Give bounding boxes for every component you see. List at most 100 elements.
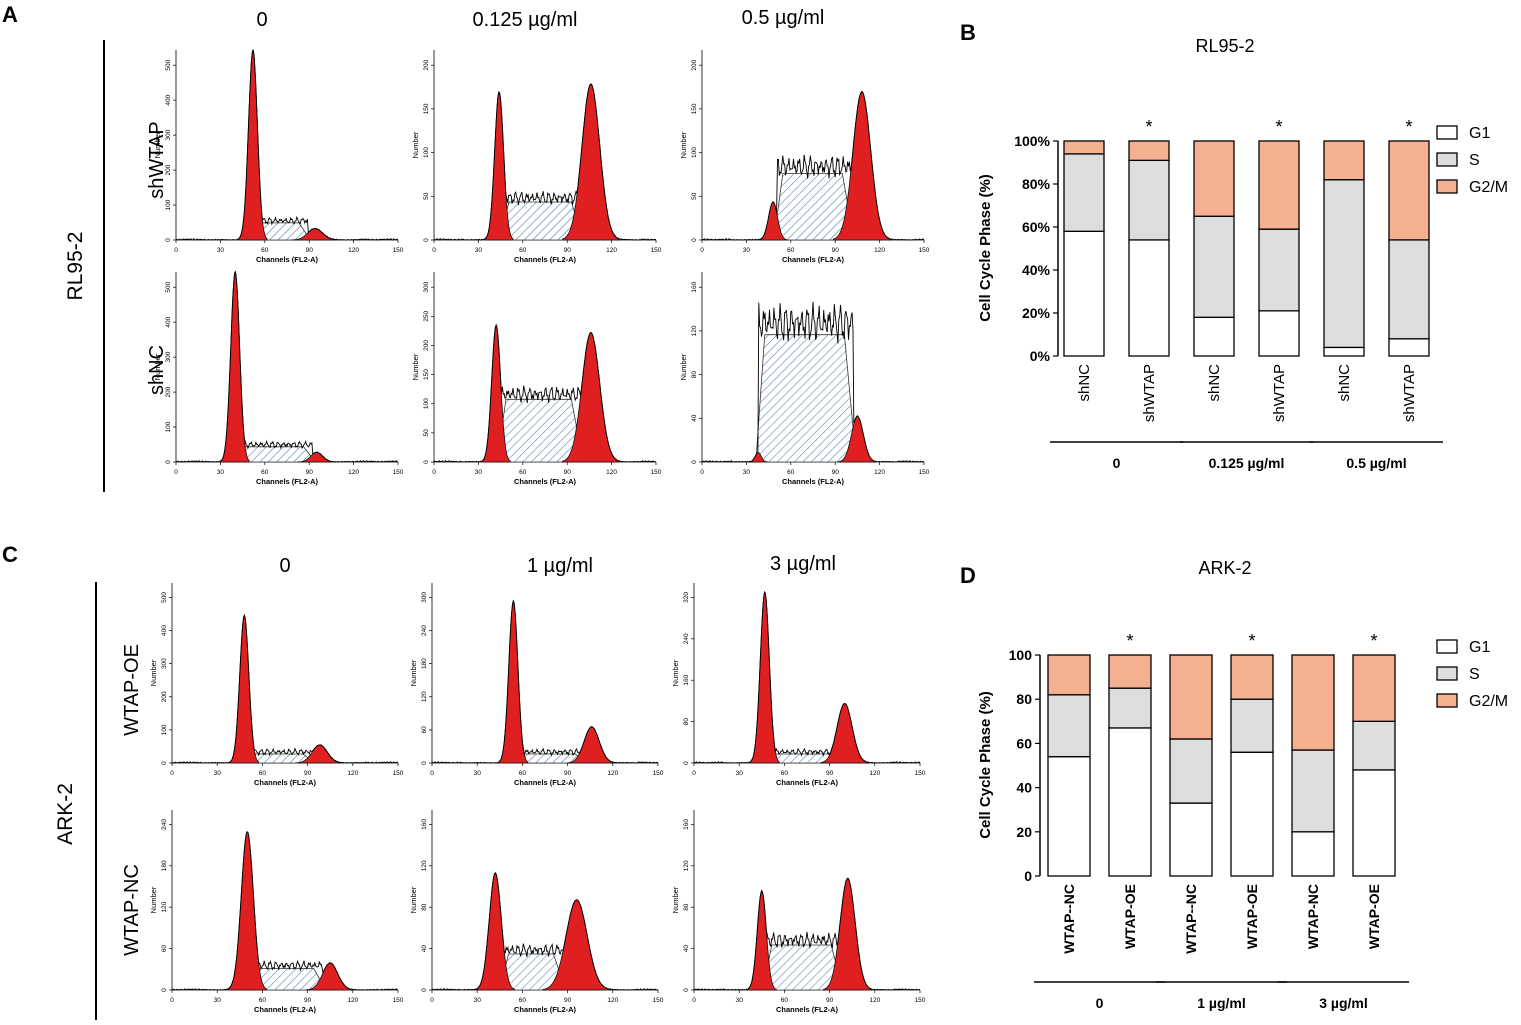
- hist-c-0-ytick-label-5: 500: [161, 592, 168, 603]
- hist-a-3-xlabel: Channels (FL2-A): [256, 477, 319, 486]
- hist-a-4-ytick-label-3: 150: [423, 369, 430, 380]
- hist-a-0-xtick-label-4: 120: [348, 247, 359, 254]
- hist-a-4-xtick-label-0: 0: [432, 469, 436, 476]
- panel-c-cell-line: ARK-2: [54, 783, 77, 845]
- hist-c-5-xtick-label-0: 0: [692, 997, 696, 1004]
- hist-a-1-ytick-label-1: 50: [423, 192, 430, 200]
- chart-b-bar-5-g1: [1388, 338, 1430, 357]
- hist-c-5-xtick-label-5: 150: [915, 997, 926, 1004]
- hist-c-4-ytick-label-2: 80: [421, 903, 428, 911]
- hist-a-2-xtick-label-0: 0: [700, 247, 704, 254]
- panel-a-col-2: 0.5 µg/ml: [742, 7, 825, 29]
- chart-b-ytick-label-4: 80%: [1022, 176, 1051, 192]
- panel-d-chart: ARK-2 Cell Cycle Phase (%) 0 20 40 60 80 100 W…: [977, 558, 1508, 1011]
- hist-a-1-xtick-label-2: 60: [519, 247, 527, 254]
- chart-d-ytick-label-2: 40: [1016, 780, 1032, 796]
- hist-a-2-ylabel: Number: [679, 131, 688, 158]
- chart-d-group-label-2: 3 µg/ml: [1319, 995, 1368, 1011]
- hist-c-1-xlabel: Channels (FL2-A): [514, 778, 577, 787]
- hist-c-3-ytick-label-4: 240: [161, 819, 168, 830]
- hist-c-4-xtick-label-5: 150: [653, 997, 664, 1004]
- chart-d-cat-3: WTAP-OE: [1244, 884, 1260, 949]
- hist-c-1-xtick-label-1: 30: [474, 770, 482, 777]
- chart-d-bar-1-s: [1108, 687, 1152, 729]
- chart-b-ytick-label-0: 0%: [1030, 348, 1051, 364]
- hist-a-1-xtick-label-4: 120: [606, 247, 617, 254]
- hist-c-2-ytick-label-2: 160: [683, 674, 690, 685]
- hist-c-2-ytick-label-4: 320: [683, 592, 690, 603]
- hist-c-5-xtick-label-4: 120: [869, 997, 880, 1004]
- hist-a-0-xtick-label-3: 90: [306, 247, 314, 254]
- chart-d-legend-label-1: S: [1469, 666, 1480, 683]
- hist-c-2-xtick-label-2: 60: [781, 770, 789, 777]
- chart-b-bar-2-g1: [1193, 316, 1235, 357]
- hist-a-1-ytick-label-2: 100: [423, 147, 430, 158]
- hist-c-0-ytick-label-2: 200: [161, 691, 168, 702]
- chart-b-bar-3-g1: [1258, 310, 1300, 357]
- hist-a-3-ytick-label-2: 200: [165, 386, 172, 397]
- chart-b-group-label-2: 0.5 µg/ml: [1346, 455, 1406, 471]
- hist-c-3-xtick-label-3: 90: [304, 997, 312, 1004]
- hist-c-2-xtick-label-0: 0: [692, 770, 696, 777]
- hist-a-1-raw-trace: [433, 83, 656, 241]
- chart-b-bar-4-s: [1323, 179, 1365, 349]
- hist-a-4-ytick-label-6: 300: [423, 281, 430, 292]
- chart-b-cat-5: shWTAP: [1401, 364, 1418, 422]
- chart-b-bar-2-g2m: [1193, 140, 1235, 217]
- hist-a-5-ylabel: Number: [679, 353, 688, 380]
- hist-c-5-ytick-label-4: 160: [683, 819, 690, 830]
- hist-a-4-xlabel: Channels (FL2-A): [514, 477, 577, 486]
- hist-a-0-ytick-label-5: 500: [165, 59, 172, 70]
- hist-a-3-ytick-label-3: 300: [165, 351, 172, 362]
- hist-c-5-xtick-label-1: 30: [736, 997, 744, 1004]
- hist-c-4-xtick-label-3: 90: [564, 997, 572, 1004]
- hist-c-4-ytick-label-4: 160: [421, 819, 428, 830]
- chart-b-bar-1-s: [1128, 159, 1170, 241]
- panel-a-col-0: 0: [256, 9, 267, 31]
- hist-a-5-s-phase: [755, 334, 857, 463]
- hist-c-2-ytick-label-3: 240: [683, 633, 690, 644]
- chart-d-bar-3-s: [1230, 698, 1274, 753]
- hist-c-3-xtick-label-2: 60: [259, 997, 267, 1004]
- hist-c-3-xtick-label-0: 0: [170, 997, 174, 1004]
- chart-b-title: RL95-2: [1195, 36, 1254, 56]
- hist-c-1-ytick-label-4: 240: [421, 625, 428, 636]
- panel-letter-b: B: [960, 20, 976, 45]
- chart-b-bar-4-g1: [1323, 346, 1365, 357]
- hist-a-2-xtick-label-4: 120: [874, 247, 885, 254]
- hist-c-2-ytick-label-1: 80: [683, 718, 690, 726]
- chart-d-legend-swatch-1: [1436, 666, 1458, 681]
- hist-a-1-ytick-label-4: 200: [423, 59, 430, 70]
- chart-b-legend-label-2: G2/M: [1469, 179, 1508, 196]
- chart-d-cat-2: WTAP--NC: [1183, 884, 1199, 954]
- hist-c-0-ytick-label-1: 100: [161, 724, 168, 735]
- hist-a-5-ytick-label-0: 0: [691, 460, 698, 464]
- hist-a-5-ytick-label-1: 40: [691, 414, 698, 422]
- chart-b-ytick-label-3: 60%: [1022, 219, 1051, 235]
- chart-d-bar-2-g1: [1169, 802, 1213, 877]
- hist-a-5-xtick-label-0: 0: [700, 469, 704, 476]
- hist-c-3-raw-trace: [171, 831, 399, 991]
- hist-c-0-xtick-label-1: 30: [214, 770, 222, 777]
- hist-c-1-ytick-label-1: 60: [421, 726, 428, 734]
- hist-c-2-g1-peak: [749, 590, 780, 764]
- hist-a-3-xtick-label-2: 60: [261, 469, 269, 476]
- hist-c-1-ylabel: Number: [409, 659, 418, 686]
- hist-a-3-xtick-label-0: 0: [174, 469, 178, 476]
- chart-b-bar-4-g2m: [1323, 140, 1365, 181]
- hist-a-3-xtick-label-3: 90: [306, 469, 314, 476]
- chart-b-cat-4: shNC: [1336, 364, 1353, 402]
- panel-a-col-1: 0.125 µg/ml: [473, 9, 578, 31]
- hist-a-5-xtick-label-4: 120: [874, 469, 885, 476]
- hist-c-0-raw-trace: [171, 613, 399, 764]
- chart-d-sig-5: *: [1370, 631, 1377, 651]
- chart-b-bar-5-g2m: [1388, 140, 1430, 241]
- chart-d-bar-5-s: [1352, 720, 1396, 771]
- hist-a-0-raw-trace: [175, 49, 399, 241]
- hist-a-1-xlabel: Channels (FL2-A): [514, 255, 577, 264]
- hist-a-0-xtick-label-2: 60: [261, 247, 269, 254]
- hist-a-5-raw-trace: [701, 301, 925, 463]
- panel-letter-a: A: [2, 2, 18, 27]
- hist-c-2-ytick-label-0: 0: [683, 761, 690, 765]
